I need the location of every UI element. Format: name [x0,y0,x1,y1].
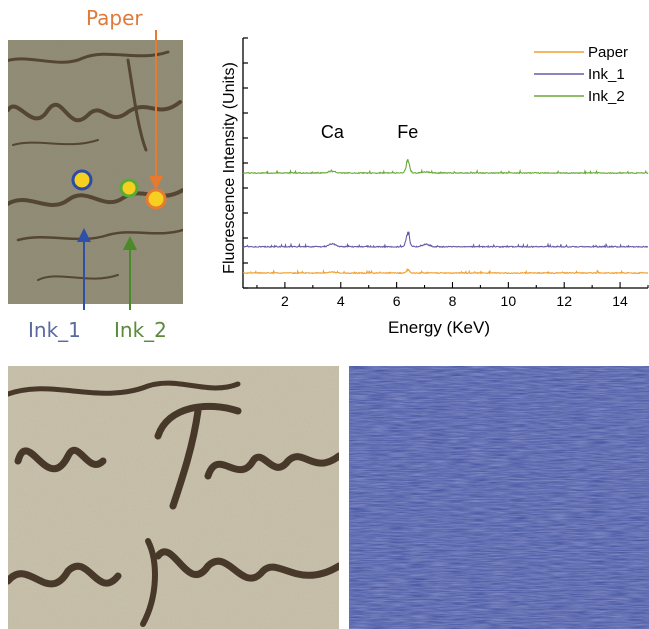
blue-ink-micrograph [349,366,649,629]
peak-annotation-ca: Ca [321,122,345,142]
xrf-spectrum-chart: 2 4 6 8 10 12 14 Ca Fe Paper Ink_1 Ink_2 Energy (… [221,37,649,337]
series-line-ink-2 [242,158,649,175]
manuscript-closeup-photo [8,366,339,629]
x-tick-label: 10 [501,293,517,309]
series-line-ink-1 [242,231,649,249]
legend-label: Ink_1 [588,66,625,83]
legend-label: Paper [588,44,628,61]
x-tick-label: 2 [281,293,289,309]
x-axis-label: Energy (KeV) [388,318,490,337]
paper-arrow [149,30,163,190]
x-tick-label: 8 [449,293,457,309]
callout-arrows [77,30,163,310]
legend-label: Ink_2 [588,88,625,105]
peak-annotation-fe: Fe [397,122,418,142]
series-line-paper [242,267,649,275]
paper-callout-label: Paper [86,6,143,30]
ink1-callout-label: Ink_1 [28,318,81,342]
y-axis-label: Fluorescence Intensity (Units) [221,62,238,274]
x-tick-label: 6 [393,293,401,309]
manuscript-sample-photo [8,40,183,304]
ink2-arrow [123,236,137,310]
annotation-layer: Ca Fe [321,122,418,142]
series-layer [242,158,649,275]
x-tick-label: 14 [612,293,628,309]
ink1-arrow [77,228,91,310]
ink1-sample-point [71,169,93,191]
x-tick-label: 12 [556,293,572,309]
ink2-sample-point [119,178,139,198]
chart-legend: Paper Ink_1 Ink_2 [534,44,628,105]
chart-axes: 2 4 6 8 10 12 14 [242,37,649,309]
ink2-callout-label: Ink_2 [114,318,167,342]
x-tick-label: 4 [337,293,345,309]
